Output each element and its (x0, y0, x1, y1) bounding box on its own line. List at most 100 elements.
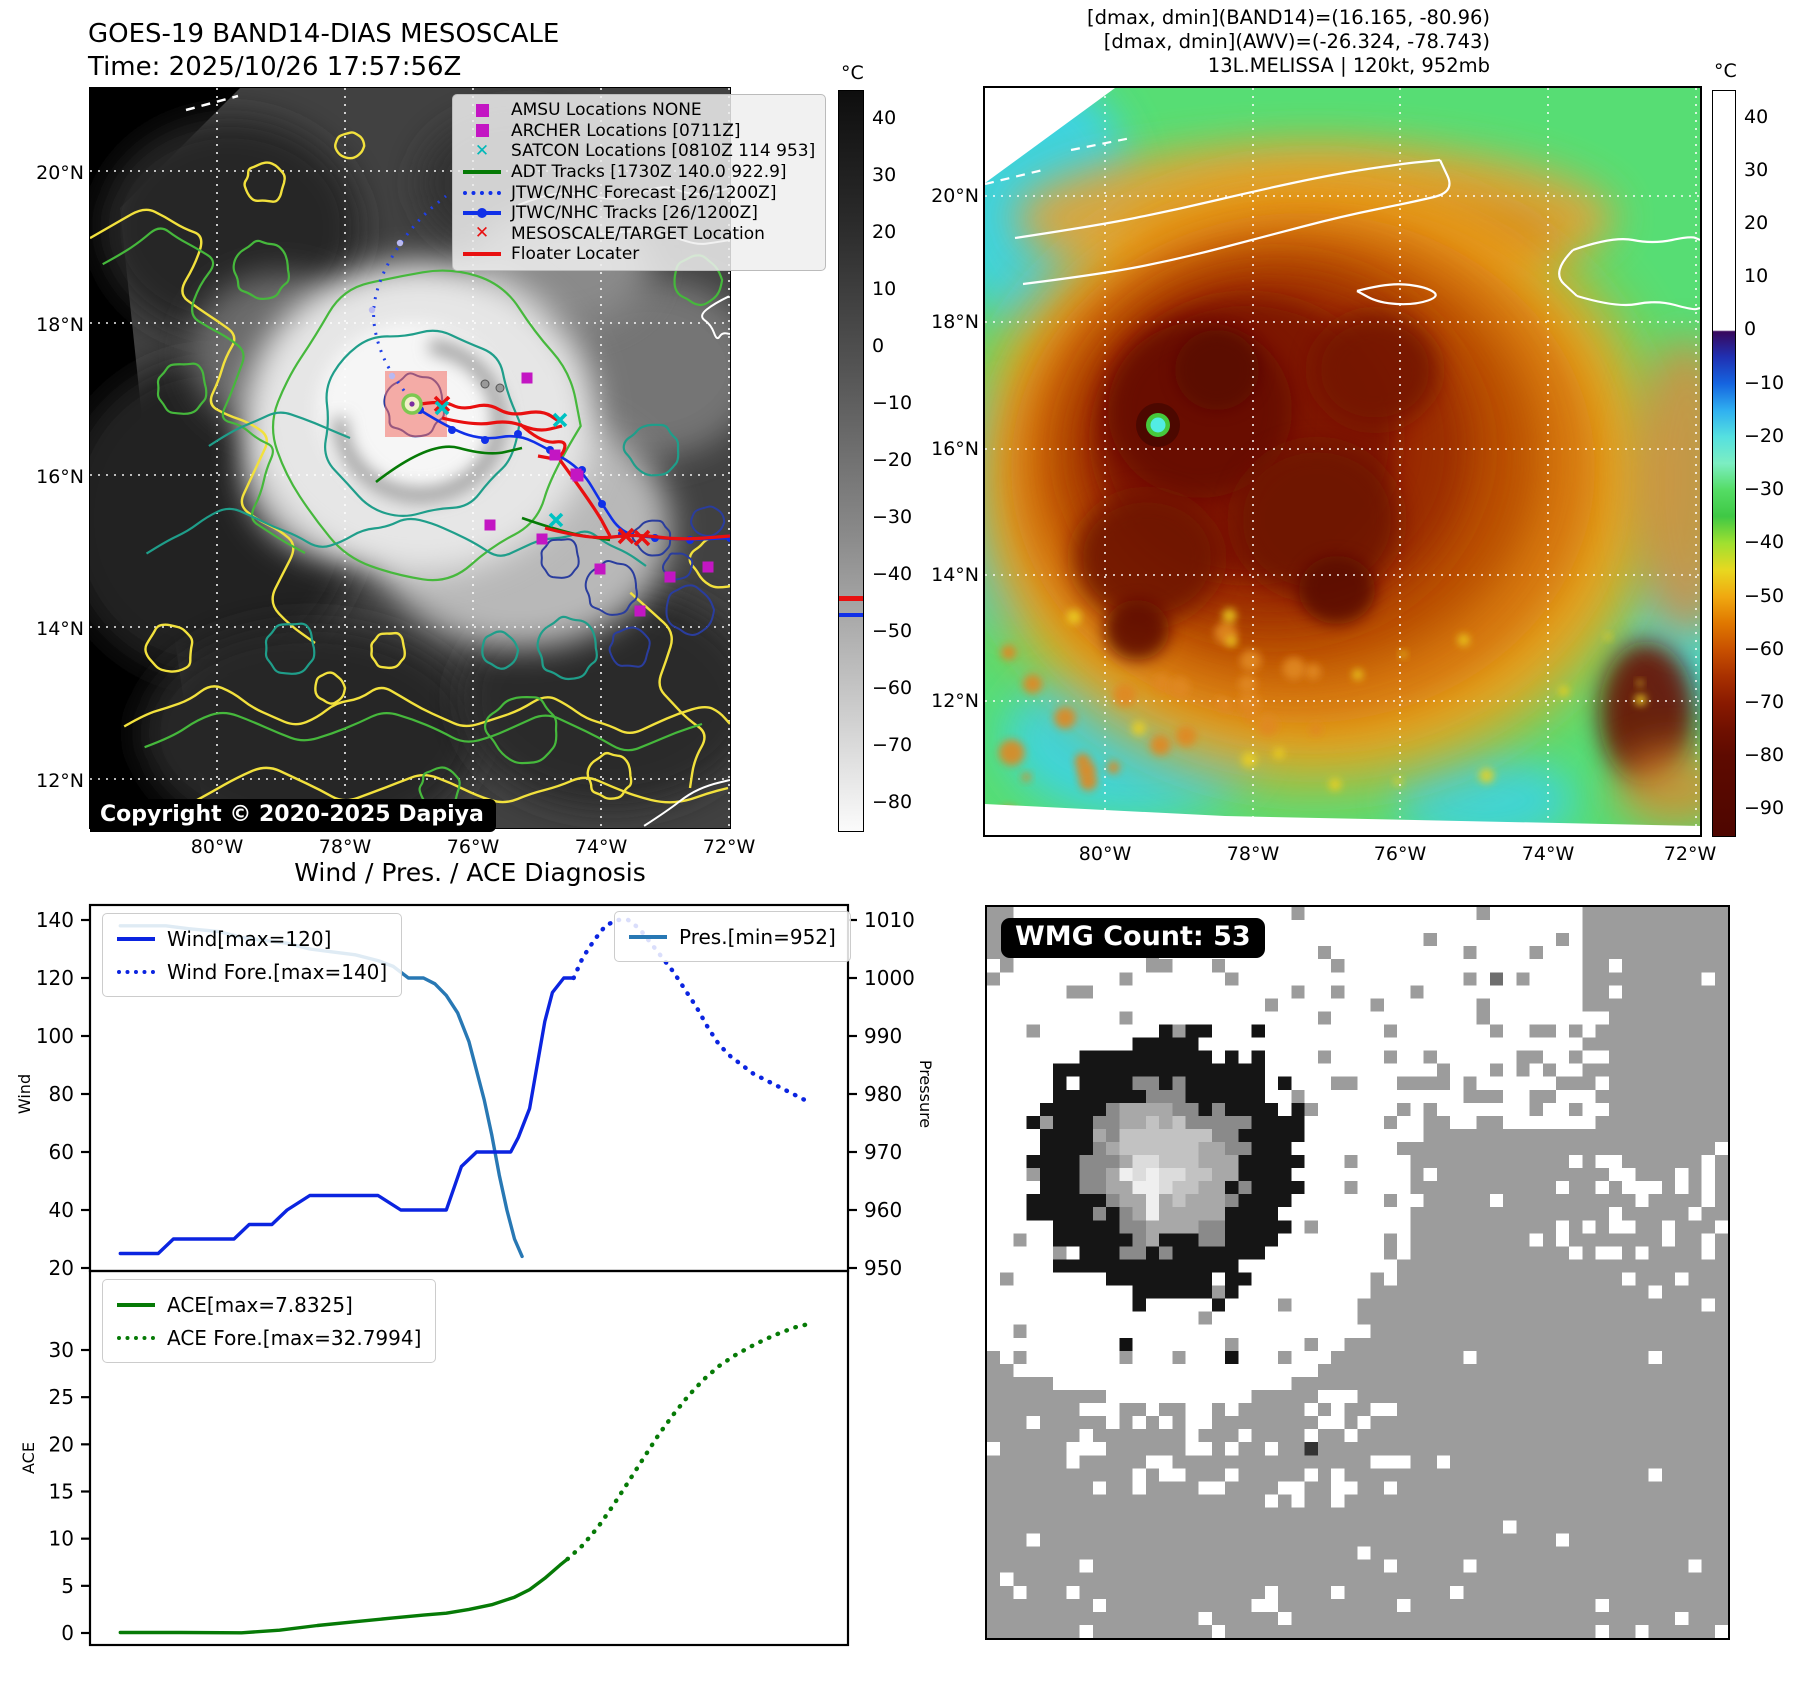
legend-sample-solid-icon (117, 1302, 155, 1307)
series-ace-forecast (565, 1321, 813, 1562)
pressure-tick-label: 990 (864, 1024, 902, 1048)
colorbar-band14-tick: −50 (872, 620, 913, 642)
colorbar-awv-tick: −80 (1744, 744, 1785, 766)
pressure-tick-label: 950 (864, 1256, 902, 1280)
band14-lat-label: 20°N (36, 162, 84, 184)
colorbar-band14-tick: −40 (872, 563, 913, 585)
wind-tick-label: 20 (49, 1256, 74, 1280)
colorbar-awv-tick: 0 (1744, 318, 1757, 340)
legend-marker-line-icon (453, 170, 511, 175)
colorbar-awv-tick: −40 (1744, 531, 1785, 553)
wind-tick-label: 40 (49, 1198, 74, 1222)
legend-sample-solid-icon (117, 936, 155, 941)
chart-legend-label: Wind[max=120] (167, 926, 332, 951)
awv-lat-label: 12°N (931, 690, 979, 712)
colorbar-awv-tick: 40 (1744, 106, 1769, 128)
wmg-panel: WMG Count: 53 (985, 905, 1730, 1640)
chart-legend-item: Wind Fore.[max=140] (117, 955, 387, 988)
map-legend-label: Floater Locater (511, 244, 640, 265)
awv-lon-label: 74°W (1521, 843, 1575, 865)
colorbar-band14-tick: −30 (872, 506, 913, 528)
awv-lon-label: 80°W (1078, 843, 1132, 865)
colorbar-awv-tick: −20 (1744, 425, 1785, 447)
awv-lon-label: 72°W (1663, 843, 1717, 865)
colorbar-awv-tick: −60 (1744, 638, 1785, 660)
legend-marker-square-icon (453, 124, 511, 138)
chart-legend-label: ACE Fore.[max=32.7994] (167, 1325, 422, 1350)
map-legend-item: AMSU Locations NONE (453, 100, 825, 121)
pressure-legend: Pres.[min=952] (614, 911, 851, 962)
colorbar-awv-tick: −10 (1744, 372, 1785, 394)
map-legend-label: JTWC/NHC Tracks [26/1200Z] (511, 203, 758, 224)
chart-legend-label: Wind Fore.[max=140] (167, 959, 388, 984)
awv-color-map-art (985, 88, 1700, 835)
colorbar-band14-tick: 30 (872, 164, 897, 186)
map-legend-label: ARCHER Locations [0711Z] (511, 120, 741, 141)
ace-tick-label: 0 (61, 1621, 74, 1645)
chart-title: Wind / Pres. / ACE Diagnosis (294, 858, 646, 887)
colorbar-band14-tick: 40 (872, 107, 897, 129)
pressure-tick-label: 970 (864, 1140, 902, 1164)
chart-legend-item: ACE Fore.[max=32.7994] (117, 1321, 421, 1354)
band14-lat-label: 12°N (36, 770, 84, 792)
legend-sample-dotted-icon (117, 969, 155, 974)
wind-tick-label: 60 (49, 1140, 74, 1164)
colorbar-band14-tick: −10 (872, 392, 913, 414)
wind-legend: Wind[max=120] Wind Fore.[max=140] (102, 913, 403, 997)
copyright-badge: Copyright © 2020-2025 Dapiya (90, 799, 496, 832)
colorbar-awv-unit: °C (1714, 60, 1737, 82)
chart-legend-label: ACE[max=7.8325] (167, 1292, 353, 1317)
wmg-pixel-image (987, 907, 1728, 1638)
ace-tick-label: 30 (49, 1338, 74, 1362)
legend-sample-solid-icon (629, 934, 667, 939)
wind-tick-label: 120 (36, 966, 74, 990)
map-legend-item: ADT Tracks [1730Z 140.0 922.9] (453, 162, 825, 183)
band14-lat-label: 16°N (36, 466, 84, 488)
pressure-tick-label: 1000 (864, 966, 915, 990)
colorbar-band14-tick: 20 (872, 221, 897, 243)
ace-tick-label: 25 (49, 1385, 74, 1409)
map-legend-item: Floater Locater (453, 244, 825, 265)
map-legend-label: MESOSCALE/TARGET Location (511, 223, 765, 244)
wind-tick-label: 100 (36, 1024, 74, 1048)
colorbar-awv (1712, 90, 1736, 837)
colorbar-band14-blue-mark (839, 613, 863, 617)
chart-legend-label: Pres.[min=952] (679, 924, 836, 949)
chart-legend-item: Wind[max=120] (117, 922, 387, 955)
colorbar-awv-tick: −70 (1744, 691, 1785, 713)
colorbar-band14 (838, 90, 864, 832)
awv-lat-label: 16°N (931, 438, 979, 460)
left-map-title: GOES-19 BAND14-DIAS MESOSCALE (88, 19, 560, 49)
legend-marker-dotted-icon (453, 190, 511, 195)
ace-tick-label: 10 (49, 1527, 74, 1551)
left-map-header: GOES-19 BAND14-DIAS MESOSCALE Time: 2025… (88, 18, 559, 83)
series-ace (118, 1557, 570, 1635)
colorbar-band14-tick: −20 (872, 449, 913, 471)
axis-label-ace: ACE (19, 1442, 38, 1474)
right-map-header: [dmax, dmin](BAND14)=(16.165, -80.96) [d… (1087, 6, 1490, 77)
dmax-dmin-awv: [dmax, dmin](AWV)=(-26.324, -78.743) (1103, 29, 1490, 53)
wind-tick-label: 140 (36, 908, 74, 932)
band14-lon-label: 80°W (190, 836, 244, 858)
colorbar-awv-tick: −50 (1744, 585, 1785, 607)
awv-lat-label: 18°N (931, 311, 979, 333)
colorbar-band14-tick: −60 (872, 677, 913, 699)
map-legend-item: ✕ SATCON Locations [0810Z 114 953] (453, 141, 825, 162)
legend-marker-line-icon (453, 252, 511, 257)
colorbar-band14-tick: 10 (872, 278, 897, 300)
ace-legend: ACE[max=7.8325] ACE Fore.[max=32.7994] (102, 1279, 437, 1363)
band14-lat-label: 14°N (36, 618, 84, 640)
wind-pres-ace-charts: 1401201008060402010101000990980970960950… (15, 903, 935, 1647)
axis-label-wind: Wind (15, 1074, 34, 1114)
colorbar-awv-tick: 20 (1744, 212, 1769, 234)
pressure-tick-label: 960 (864, 1198, 902, 1222)
series-wind (118, 976, 576, 1256)
pressure-tick-label: 1010 (864, 908, 915, 932)
map-legend-item: ✕ MESOSCALE/TARGET Location (453, 224, 825, 245)
band14-lon-label: 72°W (702, 836, 756, 858)
legend-marker-x-icon: ✕ (474, 140, 490, 161)
awv-lon-label: 78°W (1226, 843, 1280, 865)
awv-lat-label: 14°N (931, 564, 979, 586)
legend-sample-dotted-icon (117, 1335, 155, 1340)
